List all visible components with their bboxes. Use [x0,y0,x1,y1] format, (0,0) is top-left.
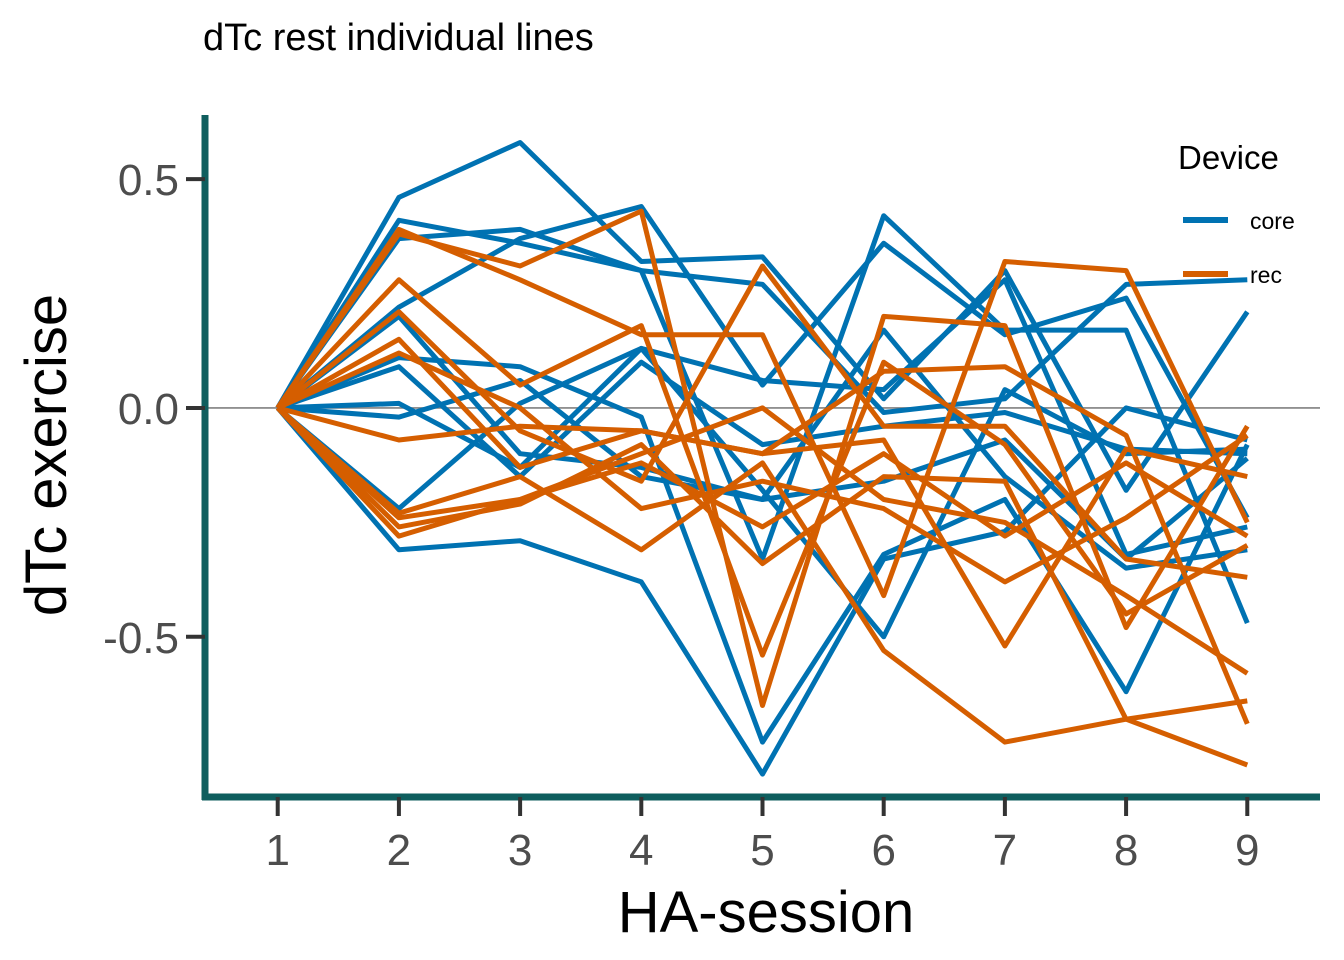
x-tick-label-1: 1 [265,826,289,875]
series-line-rec-13 [275,226,1250,599]
series-line-rec-20 [276,405,1249,676]
x-tick-label-4: 4 [629,826,653,875]
x-tick-label-3: 3 [508,826,532,875]
series-line-core-10 [276,359,1248,480]
series-line-rec-21 [275,406,1249,768]
y-tick-label-0.0: 0.0 [118,385,179,434]
series-line-rec-18 [277,405,1248,649]
series-line-rec-14 [275,277,1249,658]
x-tick-label-8: 8 [1114,826,1138,875]
series-line-rec-19 [276,406,1248,745]
plot-area: 1 2 3 4 5 6 7 8 9 0.5 0.0 -0.5 [103,115,1320,875]
series-line-core-2 [275,217,1248,415]
y-tick-label-0.5: 0.5 [118,156,179,205]
legend: Device core rec [1178,139,1295,288]
y-tick-label--0.5: -0.5 [103,614,179,663]
series-line-core-8 [276,345,1248,640]
legend-label-rec: rec [1250,262,1282,288]
x-tick-label-7: 7 [993,826,1017,875]
legend-label-core: core [1250,208,1295,234]
x-tick-label-2: 2 [387,826,411,875]
legend-title: Device [1178,139,1279,176]
series-line-rec-17 [276,350,1249,585]
series-line-core-4 [276,204,1250,520]
y-axis-title: dTc exercise [14,294,79,616]
chart-title: dTc rest individual lines [203,17,594,59]
x-tick-label-9: 9 [1235,826,1259,875]
x-tick-label-5: 5 [750,826,774,875]
series-line-core-9 [275,405,1248,777]
series-line-rec-22 [275,406,1249,539]
series-line-core-6 [277,277,1248,557]
series-line-core-1 [275,140,1250,493]
x-axis-title: HA-session [618,880,915,945]
series-line-core-3 [275,213,1250,625]
x-tick-label-6: 6 [871,826,895,875]
